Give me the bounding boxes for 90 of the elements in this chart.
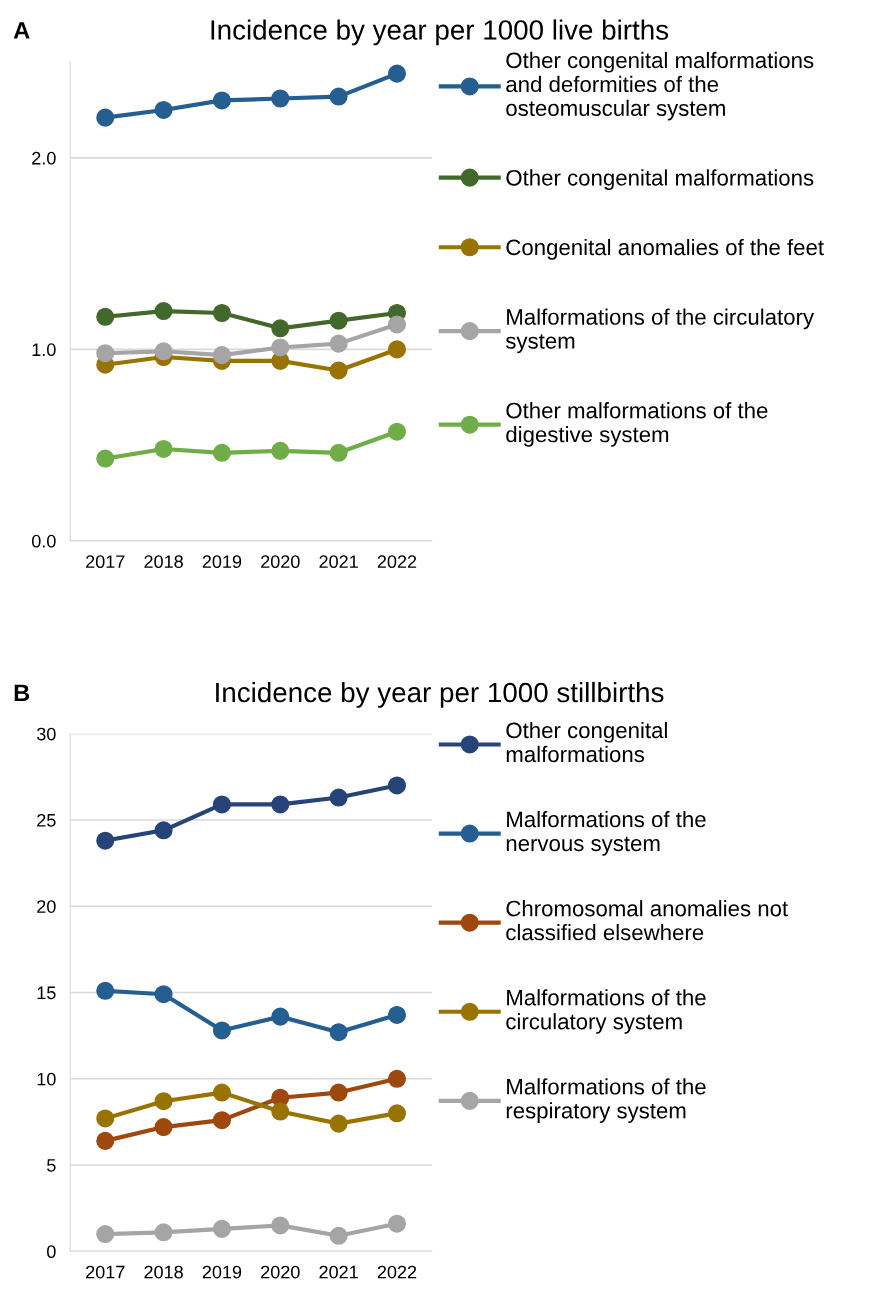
legend-label: Malformations of the circulatory system bbox=[506, 989, 706, 1034]
point bbox=[329, 1083, 348, 1102]
point bbox=[271, 441, 290, 460]
point bbox=[96, 1109, 115, 1128]
point bbox=[212, 303, 231, 323]
point bbox=[387, 64, 406, 83]
point bbox=[96, 307, 115, 326]
point bbox=[329, 443, 348, 462]
point bbox=[271, 319, 290, 338]
point bbox=[154, 1223, 173, 1242]
point bbox=[212, 795, 231, 814]
y-tick-label: 0.0 bbox=[31, 534, 56, 548]
point bbox=[329, 334, 348, 353]
point bbox=[212, 1111, 231, 1130]
point bbox=[154, 985, 173, 1004]
point bbox=[96, 344, 115, 363]
point bbox=[96, 831, 115, 850]
legend-label: Malformations of the nervous system bbox=[506, 810, 706, 856]
point bbox=[329, 788, 348, 807]
point bbox=[154, 821, 173, 840]
y-tick-label: 1.0 bbox=[32, 343, 56, 357]
y-tick-label: 2.0 bbox=[32, 151, 56, 165]
y-tick-label: 20 bbox=[37, 900, 56, 913]
x-tick-label: 2022 bbox=[377, 1265, 417, 1279]
x-tick-label: 2022 bbox=[377, 555, 417, 569]
x-tick-label: 2021 bbox=[319, 1265, 358, 1279]
text: A bbox=[13, 22, 30, 39]
x-tick-label: 2017 bbox=[86, 555, 125, 569]
point bbox=[96, 108, 115, 127]
point bbox=[154, 100, 173, 120]
legend-label: Other congenital malformations bbox=[506, 721, 667, 763]
legend-label: Malformations of the respiratory system bbox=[506, 1078, 706, 1123]
point bbox=[387, 1104, 406, 1123]
x-tick-label: 2018 bbox=[144, 555, 183, 569]
y-tick-label: 0 bbox=[47, 1245, 56, 1259]
legend-label: Other congenital malformations and deformities of the osteomuscular system bbox=[506, 51, 814, 121]
x-tick-label: 2019 bbox=[202, 555, 242, 569]
y-tick-label: 25 bbox=[37, 813, 56, 827]
point bbox=[329, 1226, 348, 1245]
point bbox=[271, 1216, 290, 1235]
point bbox=[154, 1118, 173, 1137]
x-tick-label: 2017 bbox=[86, 1265, 125, 1279]
point bbox=[271, 795, 290, 814]
point bbox=[212, 1083, 231, 1102]
point bbox=[154, 342, 173, 361]
y-tick-label: 30 bbox=[36, 727, 56, 741]
point bbox=[212, 1219, 231, 1238]
x-tick-label: 2019 bbox=[202, 1265, 242, 1279]
text: B bbox=[14, 684, 30, 701]
x-tick-label: 2021 bbox=[319, 555, 358, 569]
point bbox=[329, 311, 348, 330]
point bbox=[271, 1102, 290, 1121]
point bbox=[387, 422, 406, 441]
point bbox=[154, 302, 173, 321]
point bbox=[329, 1114, 348, 1133]
chart-title: Incidence by year per 1000 live births bbox=[211, 19, 669, 46]
legend-label: Chromosomal anomalies not classified elsewhere bbox=[506, 900, 788, 941]
legend-label: Other malformations of the digestive system bbox=[506, 402, 768, 447]
y-tick-label: 5 bbox=[47, 1159, 56, 1172]
legend-label: Malformations of the circulatory system bbox=[505, 308, 815, 354]
y-tick-label: 15 bbox=[37, 986, 56, 1000]
x-tick-label: 2018 bbox=[144, 1265, 183, 1279]
point bbox=[387, 776, 406, 795]
legend-label: Other congenital malformations bbox=[506, 169, 814, 191]
x-tick-label: 2020 bbox=[261, 555, 300, 569]
x-tick-label: 2020 bbox=[261, 1265, 300, 1279]
legend-label: Congenital anomalies of the feet bbox=[506, 238, 824, 260]
point bbox=[387, 1005, 406, 1024]
point bbox=[96, 1225, 115, 1244]
point bbox=[387, 1214, 406, 1233]
point bbox=[329, 1023, 348, 1042]
point bbox=[329, 361, 348, 380]
point bbox=[329, 87, 348, 106]
point bbox=[96, 981, 115, 1000]
point bbox=[271, 1007, 290, 1026]
point bbox=[387, 340, 406, 359]
point bbox=[212, 1021, 231, 1040]
point bbox=[154, 1092, 173, 1111]
point bbox=[271, 89, 290, 108]
point bbox=[271, 338, 290, 357]
point bbox=[96, 449, 115, 468]
chart-title: Incidence by year per 1000 stillbirths bbox=[216, 681, 664, 708]
point bbox=[387, 315, 406, 334]
point bbox=[96, 1131, 115, 1150]
y-tick-label: 10 bbox=[37, 1072, 56, 1086]
point bbox=[212, 443, 231, 462]
point bbox=[387, 1069, 406, 1088]
point bbox=[212, 91, 231, 110]
point bbox=[212, 346, 231, 365]
point bbox=[154, 439, 173, 458]
